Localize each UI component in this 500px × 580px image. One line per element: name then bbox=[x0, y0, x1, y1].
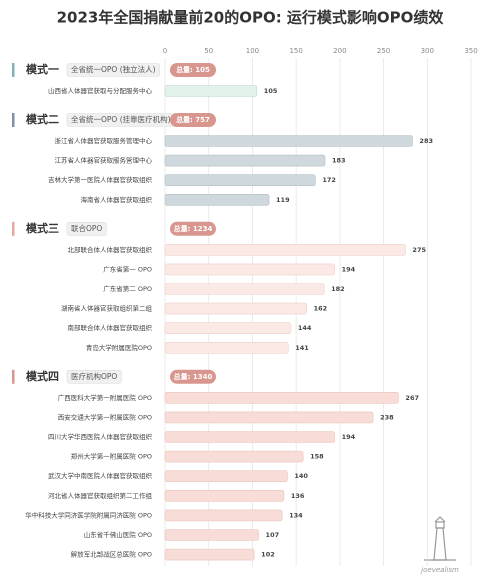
watermark: joevealism bbox=[420, 566, 459, 574]
group-name: 模式二 bbox=[26, 112, 59, 126]
category-label: 广东省第二 OPO bbox=[103, 284, 152, 293]
value-label: 105 bbox=[264, 87, 278, 95]
group-subtitle-box bbox=[66, 369, 122, 384]
value-label: 182 bbox=[331, 285, 345, 293]
bar bbox=[164, 341, 289, 354]
x-tick-label: 50 bbox=[204, 47, 213, 55]
category-label: 湖南省人体器官获取组织第二组 bbox=[61, 304, 153, 313]
x-tick-label: 150 bbox=[289, 47, 302, 55]
x-tick-label: 350 bbox=[464, 47, 477, 55]
category-label: 山东省千佛山医院 OPO bbox=[84, 530, 152, 539]
category-label: 浙江省人体器官获取服务管理中心 bbox=[55, 136, 153, 145]
group-accent bbox=[12, 113, 15, 127]
category-label: 郑州大学第一附属医院 OPO bbox=[71, 452, 152, 461]
bar bbox=[164, 85, 258, 97]
x-tick-label: 100 bbox=[246, 47, 259, 55]
chart-title: 2023年全国捐献量前20的OPO: 运行模式影响OPO绩效 bbox=[57, 9, 445, 27]
group-name: 模式三 bbox=[26, 221, 59, 235]
bar bbox=[164, 509, 283, 522]
bar bbox=[164, 431, 335, 443]
category-label: 南部联合体人体器官获取组织 bbox=[68, 323, 153, 332]
group-subtitle: 医疗机构OPO bbox=[71, 371, 117, 381]
value-label: 140 bbox=[294, 472, 308, 480]
group-total-label: 总量: 1340 bbox=[174, 372, 213, 381]
group-subtitle: 全省统一OPO (独立法人) bbox=[71, 64, 156, 74]
bar bbox=[164, 154, 326, 167]
category-label: 西安交通大学第一附属医院 OPO bbox=[58, 412, 152, 421]
value-label: 134 bbox=[289, 511, 303, 519]
bar bbox=[164, 470, 288, 483]
category-label: 江苏省人体器官获取服务管理中心 bbox=[55, 156, 153, 165]
value-label: 136 bbox=[291, 492, 305, 500]
bar bbox=[164, 263, 335, 276]
bar bbox=[164, 548, 255, 561]
value-label: 102 bbox=[261, 551, 275, 559]
category-label: 四川大学华西医院人体器官获取组织 bbox=[48, 432, 153, 441]
group-accent bbox=[12, 221, 15, 236]
group-total-label: 总量: 1234 bbox=[174, 224, 213, 233]
bar bbox=[164, 322, 292, 335]
group-total-pill bbox=[170, 63, 216, 77]
value-label: 267 bbox=[405, 394, 419, 402]
value-label: 158 bbox=[310, 453, 324, 461]
bar bbox=[164, 194, 270, 206]
bar bbox=[164, 489, 285, 502]
category-label: 武汉大学中南医院人体器官获取组织 bbox=[48, 471, 153, 480]
group-subtitle-box bbox=[66, 222, 107, 236]
bar bbox=[164, 450, 304, 463]
value-label: 275 bbox=[412, 246, 426, 254]
value-label: 194 bbox=[342, 433, 356, 441]
value-label: 238 bbox=[380, 413, 394, 421]
category-label: 华中科技大学同济医学院附属同济医院 OPO bbox=[25, 510, 152, 519]
bar bbox=[164, 283, 325, 295]
value-label: 162 bbox=[314, 305, 328, 313]
x-tick-label: 0 bbox=[163, 47, 167, 55]
category-label: 山西省人体器官获取与分配服务中心 bbox=[48, 86, 153, 95]
group-total-pill bbox=[170, 221, 216, 236]
group-accent bbox=[12, 369, 15, 384]
bar bbox=[164, 411, 374, 424]
value-label: 172 bbox=[322, 176, 336, 184]
group-accent bbox=[12, 63, 15, 77]
bar bbox=[164, 174, 316, 186]
bar bbox=[164, 529, 259, 541]
value-label: 107 bbox=[266, 531, 280, 539]
category-label: 北部联合体人体器官获取组织 bbox=[68, 245, 153, 254]
category-label: 吉林大学第一医院人体器官获取组织 bbox=[48, 175, 153, 184]
bar bbox=[164, 244, 406, 256]
value-label: 194 bbox=[342, 265, 356, 273]
group-total-label: 总量: 757 bbox=[176, 115, 210, 124]
bar bbox=[164, 391, 399, 404]
bar bbox=[164, 135, 413, 147]
value-label: 119 bbox=[276, 196, 290, 204]
group-subtitle: 联合OPO bbox=[71, 223, 102, 233]
group-subtitle: 全省统一OPO (挂靠医疗机构) bbox=[71, 114, 171, 124]
category-label: 青岛大学附属医院OPO bbox=[86, 343, 152, 352]
category-label: 广西医科大学第一附属医院 OPO bbox=[58, 393, 152, 402]
group-total-label: 总量: 105 bbox=[176, 65, 210, 74]
group-subtitle-box bbox=[66, 63, 160, 77]
value-label: 144 bbox=[298, 324, 312, 332]
value-label: 141 bbox=[295, 344, 309, 352]
x-tick-label: 200 bbox=[333, 47, 346, 55]
value-label: 283 bbox=[419, 137, 433, 145]
category-label: 海南省人体器官获取组织 bbox=[81, 195, 153, 204]
value-label: 183 bbox=[332, 157, 346, 165]
group-name: 模式四 bbox=[26, 369, 59, 383]
x-tick-label: 250 bbox=[377, 47, 390, 55]
x-tick-label: 300 bbox=[421, 47, 434, 55]
category-label: 河北省人体器官获取组织第二工作组 bbox=[48, 491, 153, 500]
group-name: 模式一 bbox=[26, 62, 59, 76]
category-label: 解放军北部战区总医院 OPO bbox=[71, 550, 152, 559]
group-total-pill bbox=[170, 113, 216, 127]
group-total-pill bbox=[170, 369, 216, 384]
category-label: 广东省第一 OPO bbox=[103, 264, 152, 273]
watermark-icon bbox=[424, 516, 456, 561]
bar bbox=[164, 302, 307, 315]
